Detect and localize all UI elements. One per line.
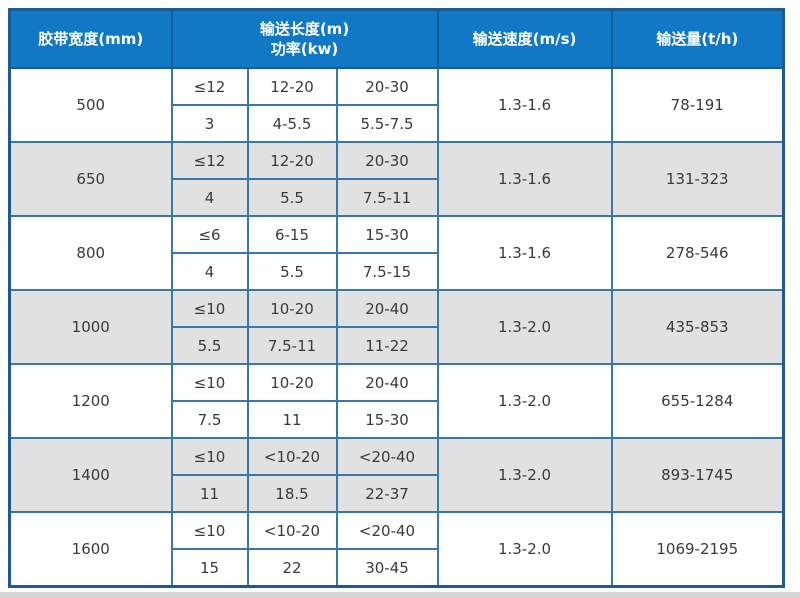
length-cell: ≤10	[170, 289, 249, 328]
table-row: 1200 ≤10 10-20 20-40 1.3-2.0 655-1284	[8, 363, 785, 439]
speed-cell: 1.3-2.0	[436, 289, 613, 365]
power-cell: 7.5-11	[246, 326, 338, 365]
speed-cell: 1.3-1.6	[436, 215, 613, 291]
power-cell: 4	[170, 252, 249, 291]
length-cell: ≤12	[170, 141, 249, 180]
power-cell: 22-37	[335, 474, 439, 513]
length-cell: <10-20	[246, 437, 338, 476]
length-cell: 10-20	[246, 289, 338, 328]
power-cell: 3	[170, 104, 249, 143]
table-row: 7.5 11 15-30	[10, 400, 784, 439]
speed-cell: 1.3-2.0	[436, 363, 613, 439]
power-cell: 30-45	[335, 548, 439, 588]
power-cell: 22	[246, 548, 338, 588]
header-power-line: 功率(kw)	[270, 40, 339, 58]
belt-width-cell: 650	[8, 141, 173, 217]
length-cell: ≤10	[170, 437, 249, 476]
length-cell: 15-30	[335, 215, 439, 254]
capacity-cell: 131-323	[610, 141, 785, 217]
belt-width-cell: 1200	[8, 363, 173, 439]
table-row: 1400 ≤10 <10-20 <20-40 1.3-2.0 893-1745	[8, 437, 785, 513]
power-cell: 5.5-7.5	[335, 104, 439, 143]
power-cell: 7.5	[170, 400, 249, 439]
header-capacity: 输送量(t/h)	[610, 8, 785, 69]
bottom-strip	[0, 592, 800, 598]
capacity-cell: 1069-2195	[610, 511, 785, 588]
table-row: 4 5.5 7.5-11	[10, 178, 784, 217]
header-length-line: 输送长度(m)	[259, 19, 350, 38]
length-cell: 20-30	[335, 141, 439, 180]
power-cell: 18.5	[246, 474, 338, 513]
conveyor-spec-table: 胶带宽度(mm) 输送长度(m) 功率(kw) 输送速度(m/s) 输送量(t/…	[8, 8, 785, 588]
table-row: 500 ≤12 12-20 20-30 1.3-1.6 78-191	[8, 67, 785, 143]
power-cell: 15-30	[335, 400, 439, 439]
power-cell: 11	[246, 400, 338, 439]
length-cell: ≤10	[170, 363, 249, 402]
speed-cell: 1.3-2.0	[436, 437, 613, 513]
table-row: 4 5.5 7.5-15	[10, 252, 784, 291]
belt-width-cell: 800	[8, 215, 173, 291]
capacity-cell: 655-1284	[610, 363, 785, 439]
capacity-cell: 278-546	[610, 215, 785, 291]
capacity-cell: 435-853	[610, 289, 785, 365]
length-cell: <10-20	[246, 511, 338, 550]
speed-cell: 1.3-2.0	[436, 511, 613, 588]
power-cell: 5.5	[170, 326, 249, 365]
table-row: 1000 ≤10 10-20 20-40 1.3-2.0 435-853	[8, 289, 785, 365]
table-row: 15 22 30-45	[10, 548, 784, 588]
belt-width-cell: 1600	[8, 511, 173, 588]
table-row: 3 4-5.5 5.5-7.5	[10, 104, 784, 143]
power-cell: 4-5.5	[246, 104, 338, 143]
table-row: 5.5 7.5-11 11-22	[10, 326, 784, 365]
header-belt-width: 胶带宽度(mm)	[8, 8, 173, 69]
table-row: 800 ≤6 6-15 15-30 1.3-1.6 278-546	[8, 215, 785, 291]
header-speed: 输送速度(m/s)	[436, 8, 613, 69]
power-cell: 7.5-15	[335, 252, 439, 291]
length-cell: ≤12	[170, 67, 249, 106]
capacity-cell: 78-191	[610, 67, 785, 143]
length-cell: <20-40	[335, 437, 439, 476]
length-cell: 20-30	[335, 67, 439, 106]
length-cell: 12-20	[246, 141, 338, 180]
power-cell: 5.5	[246, 252, 338, 291]
length-cell: 20-40	[335, 289, 439, 328]
power-cell: 11	[170, 474, 249, 513]
belt-width-cell: 1000	[8, 289, 173, 365]
power-cell: 5.5	[246, 178, 338, 217]
belt-width-cell: 1400	[8, 437, 173, 513]
speed-cell: 1.3-1.6	[436, 67, 613, 143]
power-cell: 15	[170, 548, 249, 588]
table-row: 650 ≤12 12-20 20-30 1.3-1.6 131-323	[8, 141, 785, 217]
header-row: 胶带宽度(mm) 输送长度(m) 功率(kw) 输送速度(m/s) 输送量(t/…	[8, 8, 785, 69]
length-cell: <20-40	[335, 511, 439, 550]
length-cell: 6-15	[246, 215, 338, 254]
power-cell: 4	[170, 178, 249, 217]
header-length-power: 输送长度(m) 功率(kw)	[170, 8, 439, 69]
capacity-cell: 893-1745	[610, 437, 785, 513]
belt-width-cell: 500	[8, 67, 173, 143]
power-cell: 7.5-11	[335, 178, 439, 217]
table-row: 1600 ≤10 <10-20 <20-40 1.3-2.0 1069-2195	[8, 511, 785, 588]
power-cell: 11-22	[335, 326, 439, 365]
speed-cell: 1.3-1.6	[436, 141, 613, 217]
length-cell: 12-20	[246, 67, 338, 106]
length-cell: 10-20	[246, 363, 338, 402]
length-cell: ≤10	[170, 511, 249, 550]
table-row: 11 18.5 22-37	[10, 474, 784, 513]
length-cell: ≤6	[170, 215, 249, 254]
length-cell: 20-40	[335, 363, 439, 402]
